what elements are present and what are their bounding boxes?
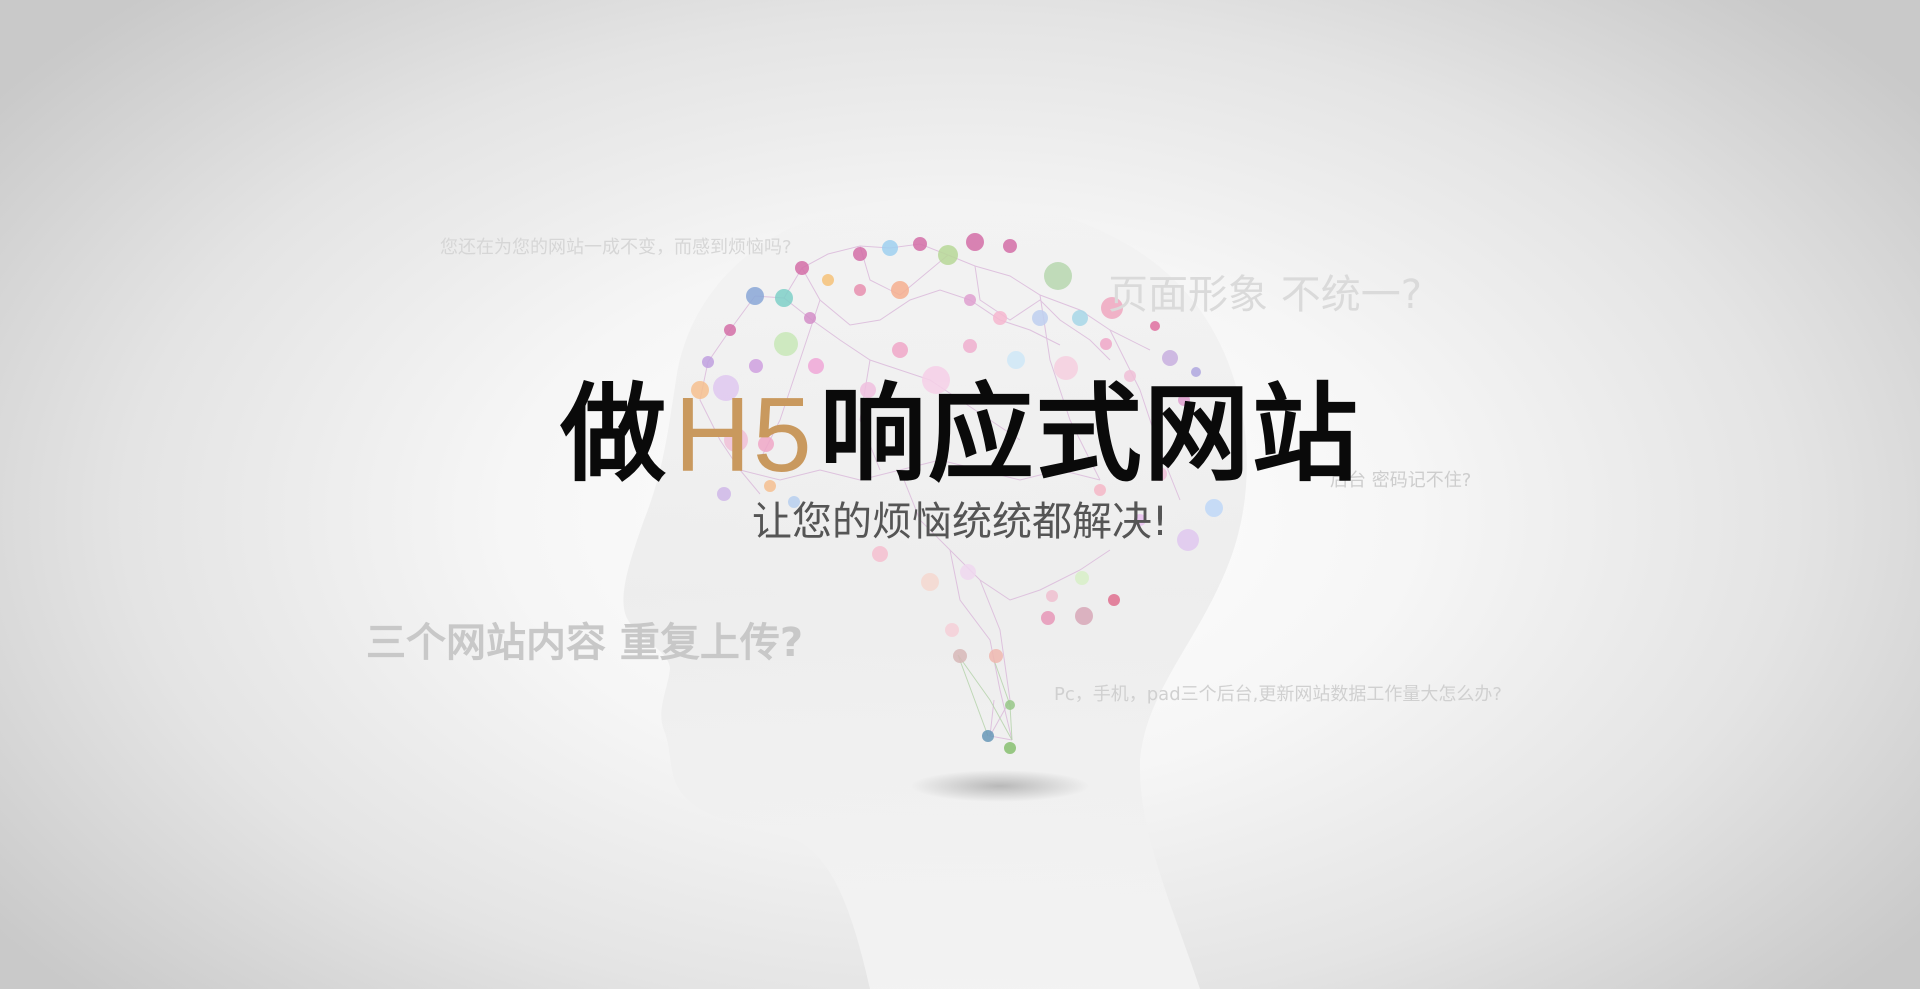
floating-question-4: 三个网站内容 重复上传? [366,620,804,666]
hero-headline: 做H5响应式网站 [0,382,1920,489]
floating-question-1: 您还在为您的网站一成不变，而感到烦恼吗? [440,237,792,258]
headline-highlight: H5 [674,376,814,494]
floating-question-3: 后台 密码记不住? [1330,470,1472,491]
headline-suffix: 响应式网站 [819,373,1360,496]
hero-subline: 让您的烦恼统统都解决! [751,499,1169,545]
floating-question-5: Pc，手机，pad三个后台,更新网站数据工作量大怎么办? [1054,684,1502,705]
headline-prefix: 做 [560,373,669,496]
floating-question-2: 页面形象 不统一? [1108,272,1422,318]
